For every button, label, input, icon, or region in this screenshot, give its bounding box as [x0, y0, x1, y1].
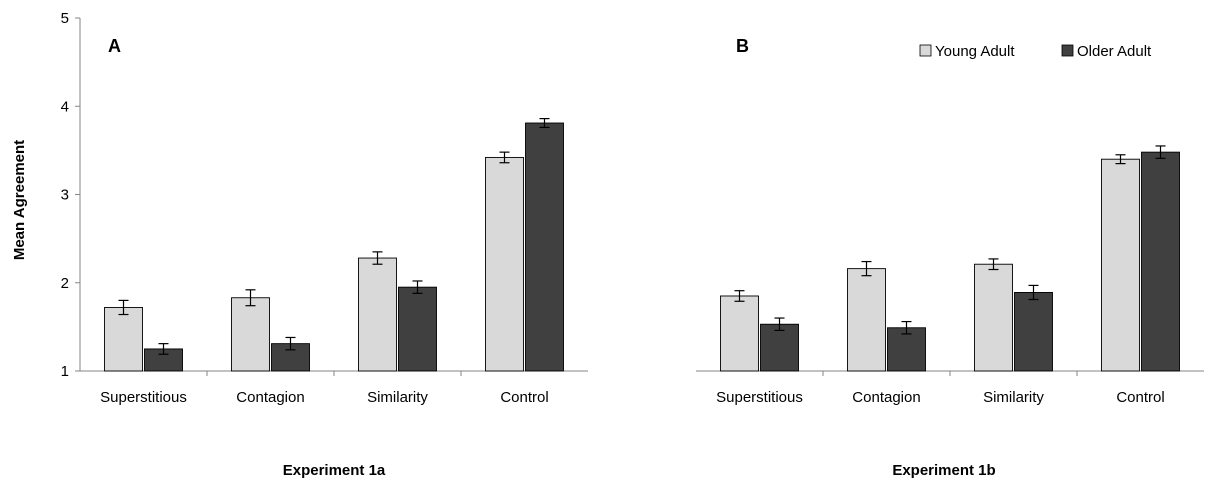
- category-label: Superstitious: [716, 389, 803, 406]
- error-bar: [158, 343, 169, 355]
- error-bar: [372, 251, 383, 265]
- error-bar: [1115, 154, 1126, 165]
- category-label: Control: [500, 389, 548, 406]
- bar-young-adult: [231, 297, 270, 372]
- panel-b: B Experiment 1b Superstitious Contagion Si…: [696, 36, 1204, 479]
- bars-b: [720, 145, 1180, 372]
- error-bar: [861, 260, 872, 277]
- y-tick-label: 4: [61, 98, 69, 115]
- error-bar: [285, 336, 296, 351]
- x-axis-label-b: Experiment 1b: [892, 462, 995, 479]
- bar-young-adult: [358, 257, 397, 372]
- bars-a: [104, 118, 564, 372]
- error-bar: [412, 280, 423, 294]
- y-axis-label: Mean Agreement: [11, 140, 28, 260]
- y-tick-label: 2: [61, 275, 69, 292]
- bar-older-adult: [1014, 292, 1053, 372]
- legend-label-older-adult: Older Adult: [1077, 43, 1152, 60]
- category-label: Contagion: [236, 389, 304, 406]
- bar-young-adult: [1101, 158, 1140, 372]
- bar-young-adult: [104, 307, 143, 372]
- bar-young-adult: [974, 263, 1013, 372]
- category-label: Superstitious: [100, 389, 187, 406]
- y-ticks-a: 1 2 3 4 5: [61, 10, 80, 380]
- legend: Young Adult Older Adult: [919, 43, 1152, 60]
- legend-label-young-adult: Young Adult: [935, 43, 1015, 60]
- error-bar: [1155, 145, 1166, 159]
- panel-label-a: A: [108, 36, 121, 56]
- error-bar: [245, 289, 256, 307]
- error-bar: [118, 299, 129, 316]
- error-bar: [774, 317, 785, 332]
- error-bar: [499, 151, 510, 164]
- panel-a: A Mean Agreement Experiment 1a 1 2 3 4 5 Sup…: [11, 10, 588, 479]
- panel-label-b: B: [736, 36, 749, 56]
- error-bar: [734, 290, 745, 302]
- error-bar: [901, 320, 912, 335]
- bar-young-adult: [847, 268, 886, 372]
- y-tick-label: 5: [61, 10, 69, 27]
- x-axis-label-a: Experiment 1a: [283, 462, 386, 479]
- category-label: Similarity: [983, 389, 1044, 406]
- legend-swatch-young-adult: [919, 44, 932, 57]
- legend-swatch-older-adult: [1061, 44, 1074, 57]
- bar-older-adult: [1141, 151, 1180, 372]
- bar-young-adult: [485, 156, 524, 372]
- bar-young-adult: [720, 295, 759, 372]
- category-label: Contagion: [852, 389, 920, 406]
- bar-older-adult: [525, 122, 564, 372]
- category-label: Control: [1116, 389, 1164, 406]
- categories-a: Superstitious Contagion Similarity Control: [100, 371, 549, 406]
- bar-older-adult: [398, 286, 437, 372]
- bar-older-adult: [887, 327, 926, 372]
- error-bar: [539, 118, 550, 129]
- bar-older-adult: [760, 323, 799, 372]
- y-tick-label: 3: [61, 187, 69, 204]
- category-label: Similarity: [367, 389, 428, 406]
- error-bar: [988, 258, 999, 271]
- y-tick-label: 1: [61, 363, 69, 380]
- categories-b: Superstitious Contagion Similarity Control: [716, 371, 1165, 406]
- error-bar: [1028, 284, 1039, 301]
